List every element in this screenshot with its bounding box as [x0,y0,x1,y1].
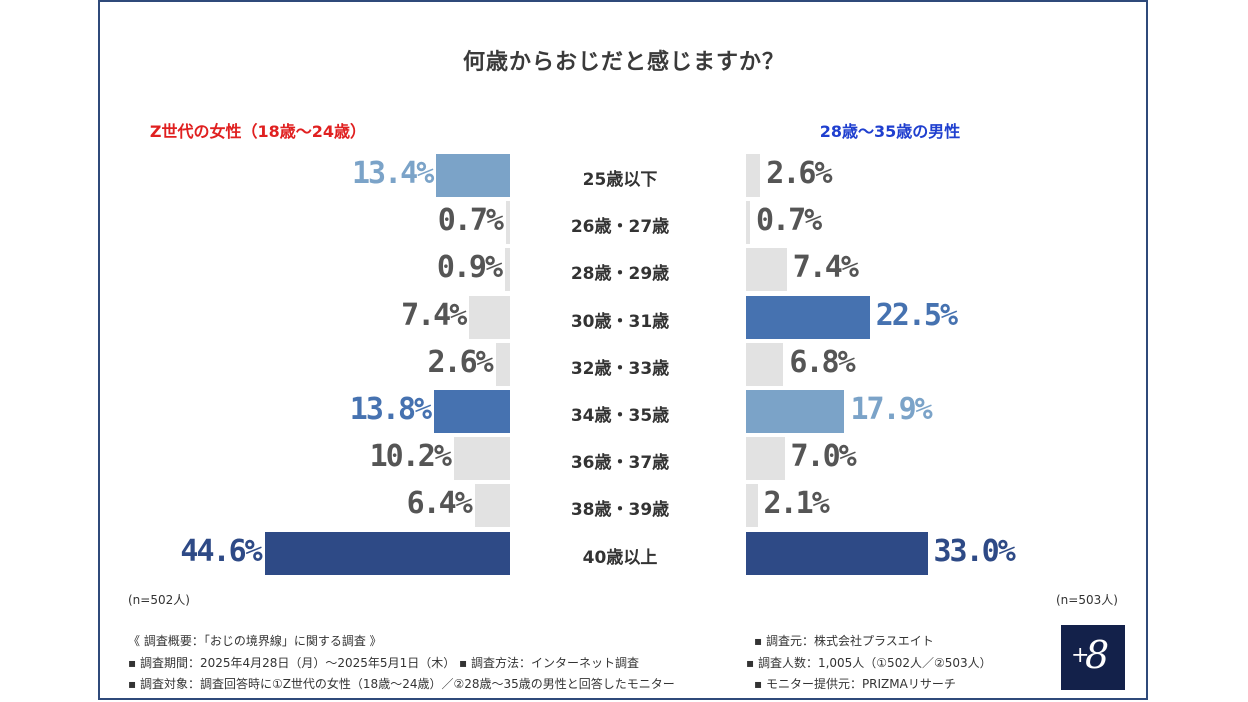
left-value-label: 10.2% [369,439,452,475]
right-series-label: 28歳～35歳の男性 [819,122,961,141]
left-bar [453,437,510,481]
right-value-label: 22.5% [875,297,958,333]
left-series-label: Z世代の女性（18歳～24歳） [149,122,367,141]
monitor-provider: ▪ モニター提供元：PRIZMAリサーチ [754,677,956,691]
left-bar [434,390,510,433]
survey-source: ▪ 調査元：株式会社プラスエイト [754,634,934,648]
right-value-label: 17.9% [850,392,932,427]
right-value-label: 7.4% [792,250,859,286]
right-bar [746,295,870,339]
right-bar [746,390,845,433]
right-bar [746,342,784,386]
left-bar [474,484,510,528]
right-bar [746,154,761,197]
right-value-label: 2.6% [766,156,832,191]
left-value-label: 6.4% [406,486,473,522]
right-value-label: 33.0% [933,533,1016,569]
left-bar [436,154,510,197]
category-label: 34歳・35歳 [570,406,670,426]
survey-period-method: ▪ 調査期間：2025年4月28日（月）～2025年5月1日（木） ▪ 調査方法… [128,656,639,670]
survey-summary: 《 調査概要：「おじの境界線」に関する調査 》 [128,634,382,648]
category-label: 26歳・27歳 [570,217,670,238]
right-bar [746,531,928,575]
chart-frame [98,0,1148,700]
left-value-label: 44.6% [180,533,262,569]
category-label: 25歳以下 [582,170,658,190]
right-value-label: 6.8% [789,344,855,380]
category-label: 28歳・29歳 [570,264,670,285]
left-value-label: 7.4% [401,297,467,333]
left-value-label: 0.7% [437,203,504,239]
left-value-label: 0.9% [436,250,503,286]
survey-count: ▪ 調査人数：1,005人（①502人／②503人） [746,656,992,670]
category-label: 40歳以上 [582,547,658,568]
right-value-label: 0.7% [756,203,822,239]
left-bar [264,531,510,575]
survey-target: ▪ 調査対象：調査回答時に①Z世代の女性（18歳～24歳）／②28歳～35歳の男… [128,677,675,691]
category-label: 36歳・37歳 [570,453,670,474]
right-bar [746,437,785,481]
left-bar [495,342,510,386]
logo-plus-glyph: + [1071,643,1090,668]
category-label: 30歳・31歳 [570,311,670,332]
left-bar [505,248,510,292]
category-label: 32歳・33歳 [570,358,670,379]
right-bar [746,201,750,245]
left-sample-size: (n=502人) [128,593,190,607]
right-value-label: 7.0% [790,439,857,475]
right-bar [746,248,787,292]
left-bar [506,201,510,245]
category-label: 38歳・39歳 [570,500,670,521]
left-value-label: 2.6% [427,344,493,380]
chart-title: 何歳からおじだと感じますか？ [462,50,785,75]
plus-eight-logo: + 8 [1061,625,1125,690]
left-value-label: 13.8% [349,392,432,427]
right-value-label: 2.1% [763,486,830,522]
logo-eight-glyph: 8 [1085,633,1110,677]
right-sample-size: (n=503人) [1056,593,1118,607]
left-bar [469,295,510,339]
right-bar [746,484,758,528]
left-value-label: 13.4% [352,156,434,191]
